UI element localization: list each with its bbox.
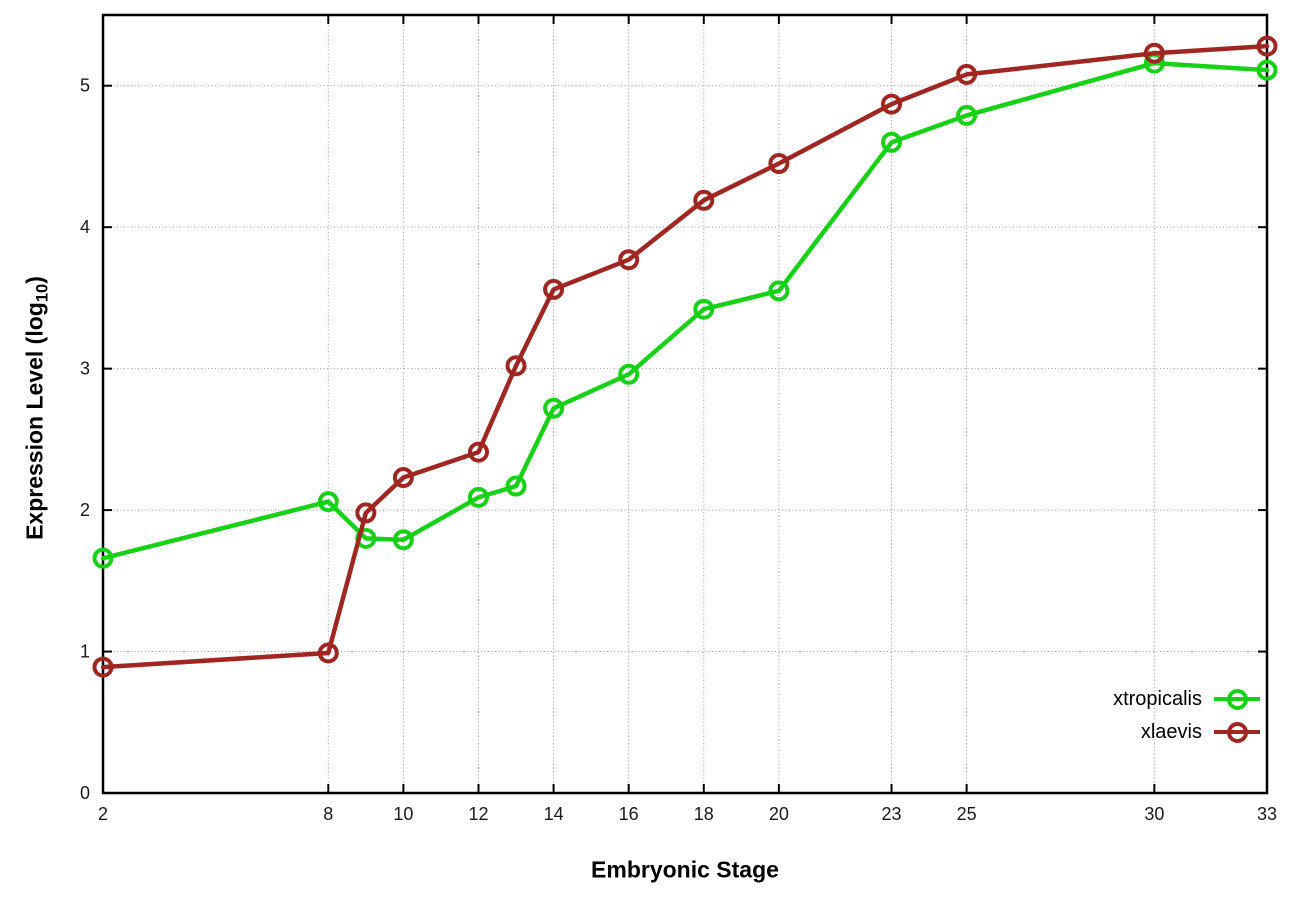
x-tick-label: 16 [619,804,639,824]
legend-entry-xtropicalis: xtropicalis [1113,684,1260,714]
data-point-xtropicalis [693,298,715,320]
x-tick-label: 20 [769,804,789,824]
data-point-xlaevis [693,189,715,211]
data-point-xlaevis [317,642,339,664]
legend: xtropicalis xlaevis [1113,684,1260,747]
legend-marker-xlaevis [1214,717,1260,747]
data-point-xlaevis [467,441,489,463]
data-point-xtropicalis [392,529,414,551]
y-tick-label: 3 [80,359,90,379]
data-point-xtropicalis [768,280,790,302]
data-point-xtropicalis [543,397,565,419]
x-tick-label: 25 [957,804,977,824]
data-point-xlaevis [1143,42,1165,64]
y-axis-title-subscript: 10 [32,283,52,303]
data-point-xtropicalis [92,547,114,569]
legend-circle-marker-icon [1226,688,1248,710]
tick-marks [102,15,1268,794]
y-axis-title: Expression Level (log10) [22,276,53,540]
y-tick-label: 4 [80,217,90,237]
data-point-xlaevis [543,278,565,300]
legend-label: xlaevis [1140,720,1202,743]
x-tick-label: 14 [544,804,564,824]
data-point-xlaevis [618,249,640,271]
x-tick-label: 33 [1257,804,1277,824]
x-tick-label: 8 [323,804,333,824]
y-tick-label: 1 [80,642,90,662]
data-point-xlaevis [355,502,377,524]
data-point-xtropicalis [881,131,903,153]
data-point-xlaevis [881,93,903,115]
y-axis-title-text: Expression Level (log [21,302,48,540]
x-tick-label: 2 [98,804,108,824]
x-tick-label: 30 [1144,804,1164,824]
x-tick-label: 10 [393,804,413,824]
data-point-xlaevis [956,63,978,85]
x-tick-label: 18 [694,804,714,824]
y-tick-label: 5 [80,76,90,96]
y-tick-label: 0 [80,783,90,803]
legend-entry-xlaevis: xlaevis [1113,717,1260,747]
x-axis-title: Embryonic Stage [591,856,779,883]
data-point-xtropicalis [1256,59,1278,81]
legend-label: xtropicalis [1113,687,1202,710]
x-tick-label: 12 [468,804,488,824]
data-point-xtropicalis [618,363,640,385]
series-xtropicalis [92,52,1278,569]
plot-frame [101,13,1269,795]
data-point-xlaevis [1256,35,1278,57]
data-point-xlaevis [768,153,790,175]
series-line-xtropicalis [100,60,1270,561]
series-xlaevis [92,35,1278,678]
y-tick-label: 2 [80,500,90,520]
legend-circle-marker-icon [1226,721,1248,743]
legend-marker-xtropicalis [1214,684,1260,714]
series-line-xlaevis [100,43,1270,670]
data-point-xtropicalis [467,486,489,508]
y-axis-title-close: ) [21,276,48,284]
data-point-xlaevis [92,656,114,678]
x-tick-label: 23 [882,804,902,824]
data-point-xtropicalis [956,104,978,126]
data-point-xtropicalis [317,491,339,513]
data-point-xlaevis [392,467,414,489]
data-point-xtropicalis [505,475,527,497]
gridlines [103,15,1268,793]
data-point-xlaevis [505,355,527,377]
